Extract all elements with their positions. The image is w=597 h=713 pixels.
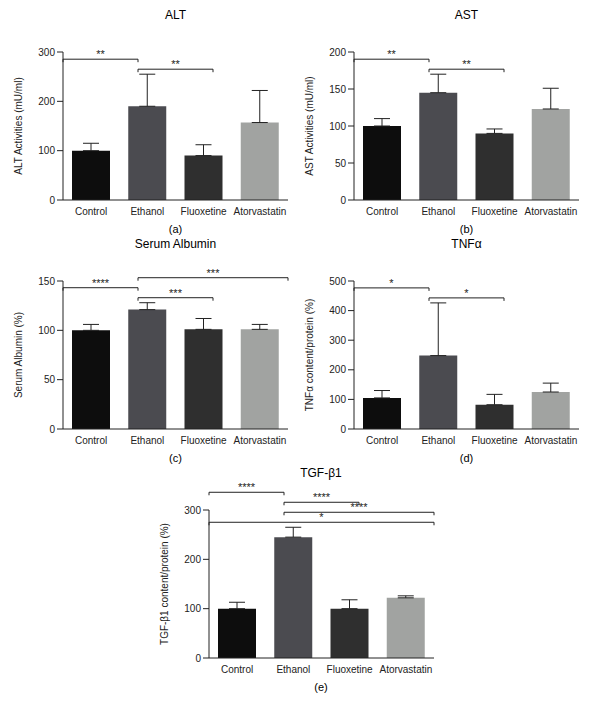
svg-text:**: ** (387, 48, 396, 60)
svg-text:500: 500 (329, 276, 346, 287)
svg-text:Fluoxetine: Fluoxetine (181, 206, 228, 217)
svg-text:300: 300 (38, 47, 55, 58)
html-text:TGF-β1: TGF-β1 (300, 466, 342, 480)
html-text:TNFα: TNFα (451, 237, 482, 251)
svg-text:100: 100 (329, 394, 346, 405)
svg-text:Fluoxetine: Fluoxetine (472, 435, 519, 446)
svg-text:**: ** (462, 58, 471, 70)
svg-text:150: 150 (38, 276, 55, 287)
svg-text:Ethanol: Ethanol (130, 206, 164, 217)
svg-text:****: **** (350, 501, 368, 513)
svg-text:Control: Control (75, 206, 107, 217)
svg-text:Fluoxetine: Fluoxetine (181, 435, 228, 446)
svg-text:Atorvastatin: Atorvastatin (524, 206, 577, 217)
svg-text:50: 50 (335, 158, 347, 169)
svg-text:Control: Control (366, 435, 398, 446)
svg-text:Ethanol: Ethanol (421, 206, 455, 217)
svg-text:100: 100 (38, 325, 55, 336)
svg-text:*: * (319, 511, 324, 523)
svg-text:Control: Control (75, 435, 107, 446)
svg-text:Fluoxetine: Fluoxetine (472, 206, 519, 217)
svg-text:****: **** (312, 491, 330, 503)
svg-text:100: 100 (329, 121, 346, 132)
svg-text:AST Activities (mU/ml): AST Activities (mU/ml) (304, 76, 315, 175)
html-text:AST: AST (454, 8, 479, 22)
svg-text:TNFα content/protein (%): TNFα content/protein (%) (304, 299, 315, 412)
html-text:(b): (b) (459, 223, 474, 235)
svg-text:0: 0 (340, 424, 346, 435)
svg-text:400: 400 (329, 305, 346, 316)
svg-text:200: 200 (329, 47, 346, 58)
svg-text:***: *** (169, 287, 183, 299)
svg-text:Atorvastatin: Atorvastatin (379, 664, 432, 675)
svg-text:**: ** (171, 58, 180, 70)
svg-text:200: 200 (38, 96, 55, 107)
html-text:Serum Albumin: Serum Albumin (134, 237, 217, 251)
svg-text:100: 100 (184, 603, 201, 614)
svg-text:Fluoxetine: Fluoxetine (326, 664, 373, 675)
svg-text:Atorvastatin: Atorvastatin (233, 435, 286, 446)
html-text:(a): (a) (168, 223, 183, 235)
svg-text:Serum Albumin (%): Serum Albumin (%) (13, 312, 24, 398)
svg-text:0: 0 (49, 195, 55, 206)
svg-text:*: * (389, 277, 394, 289)
svg-text:0: 0 (340, 195, 346, 206)
html-text:(c): (c) (169, 452, 182, 464)
html-text:(e): (e) (314, 681, 328, 693)
svg-text:****: **** (92, 277, 110, 289)
svg-text:150: 150 (329, 84, 346, 95)
svg-text:50: 50 (44, 374, 56, 385)
svg-text:*: * (464, 287, 469, 299)
html-text:(d): (d) (459, 452, 474, 464)
svg-text:100: 100 (38, 145, 55, 156)
svg-text:TGF-β1 content/protein (%): TGF-β1 content/protein (%) (158, 523, 169, 645)
svg-text:****: **** (237, 481, 255, 493)
svg-text:300: 300 (184, 505, 201, 516)
svg-text:0: 0 (49, 424, 55, 435)
svg-text:**: ** (96, 48, 105, 60)
svg-text:***: *** (207, 267, 221, 279)
svg-text:300: 300 (329, 335, 346, 346)
svg-text:ALT Activities (mU/ml): ALT Activities (mU/ml) (13, 77, 24, 174)
svg-text:Control: Control (221, 664, 253, 675)
svg-text:Atorvastatin: Atorvastatin (524, 435, 577, 446)
svg-text:Ethanol: Ethanol (421, 435, 455, 446)
svg-text:200: 200 (184, 554, 201, 565)
svg-text:Ethanol: Ethanol (130, 435, 164, 446)
svg-text:Control: Control (366, 206, 398, 217)
svg-text:0: 0 (195, 653, 201, 664)
svg-text:Ethanol: Ethanol (276, 664, 310, 675)
svg-text:Atorvastatin: Atorvastatin (233, 206, 286, 217)
html-text:ALT: ALT (164, 8, 187, 22)
svg-text:200: 200 (329, 364, 346, 375)
